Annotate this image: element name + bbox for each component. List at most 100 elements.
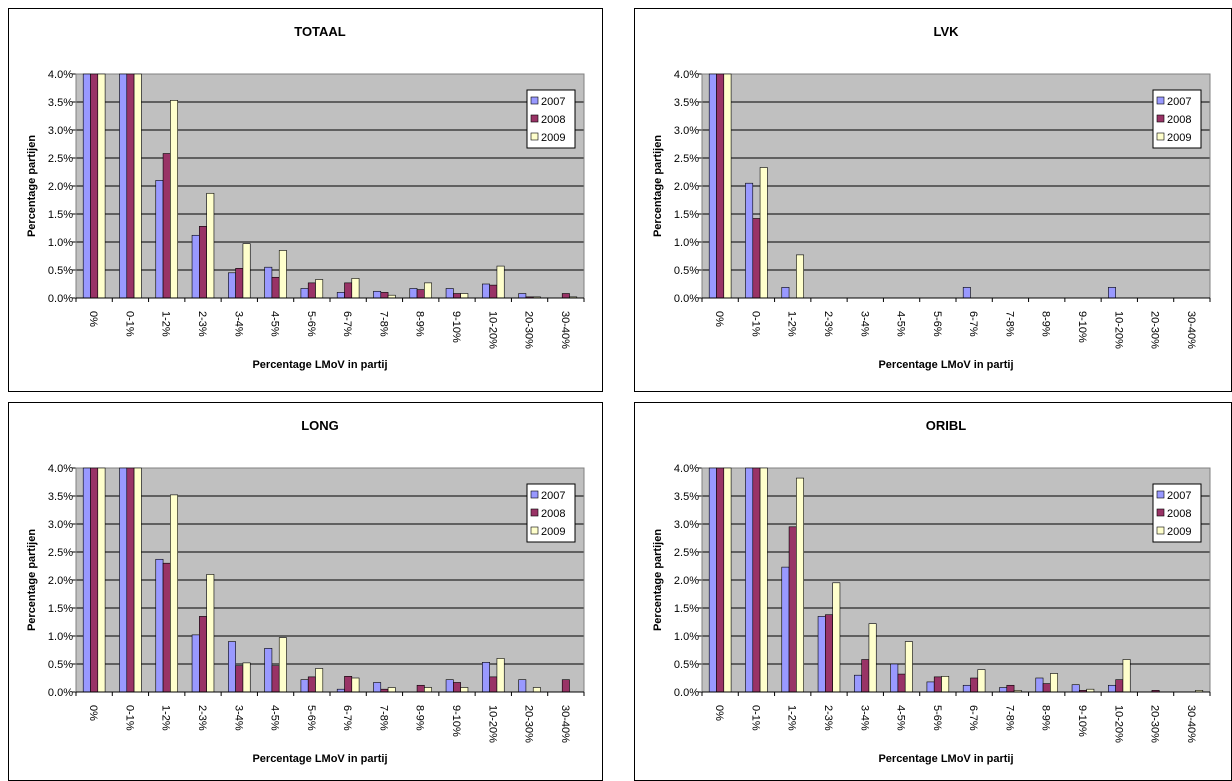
- x-tick-label: 8-9%: [1040, 311, 1052, 337]
- bar: [344, 676, 353, 693]
- y-tick-label: 4.0%: [48, 69, 73, 81]
- y-tick-label: 0.0%: [48, 293, 73, 305]
- bar: [489, 676, 498, 693]
- legend-label: 2007: [541, 96, 565, 108]
- x-tick-label: 5-6%: [931, 705, 943, 731]
- bar: [781, 566, 790, 693]
- bar: [561, 293, 570, 299]
- bar: [380, 292, 389, 299]
- chart-svg: LVK 0.0% 0.5% 1.0% 1.5% 2.0% 2.5% 3.0% 3.5% 4.0% 0…: [652, 24, 1211, 371]
- y-tick-label: 1.0%: [48, 631, 73, 643]
- bar: [752, 218, 761, 299]
- legend-label: 2007: [541, 490, 565, 502]
- x-axis-title: Percentage LMoV in partij: [878, 753, 1013, 765]
- bar: [759, 167, 768, 299]
- bar: [962, 684, 971, 693]
- bar: [1050, 673, 1058, 693]
- legend-swatch: [530, 114, 539, 123]
- bar: [781, 287, 790, 299]
- bar: [460, 293, 469, 299]
- x-tick-label: 2-3%: [822, 311, 834, 337]
- bar: [97, 467, 106, 693]
- bar: [723, 467, 732, 693]
- bar: [897, 673, 906, 693]
- y-axis-title: Percentage partijen: [26, 529, 38, 631]
- bar: [82, 467, 91, 693]
- legend-label: 2009: [541, 132, 565, 144]
- bar: [278, 637, 287, 693]
- x-tick-label: 0-1%: [749, 705, 761, 731]
- chart-panel-long: LONG 0.0% 0.5% 1.0% 1.5% 2.0% 2.5% 3.0% 3.5% 4.0%…: [8, 402, 603, 781]
- legend-label: 2009: [1167, 526, 1191, 538]
- bar: [235, 665, 244, 693]
- bar: [206, 192, 215, 299]
- legend-swatch: [530, 96, 539, 105]
- bar: [445, 679, 454, 693]
- bar: [482, 283, 490, 299]
- bar: [97, 73, 106, 299]
- bar: [868, 623, 877, 693]
- y-tick-label: 1.5%: [674, 603, 699, 615]
- y-tick-label: 3.0%: [674, 125, 699, 137]
- x-tick-label: 4-5%: [269, 705, 281, 731]
- y-tick-label: 0.5%: [48, 659, 73, 671]
- bar: [933, 676, 942, 693]
- bar: [1042, 683, 1051, 693]
- bar: [271, 665, 280, 693]
- bar: [759, 467, 768, 693]
- bar: [315, 279, 324, 299]
- x-tick-label: 3-4%: [232, 311, 244, 337]
- bar: [387, 687, 396, 693]
- y-tick-label: 3.5%: [674, 491, 699, 503]
- bar: [307, 282, 316, 299]
- y-tick-label: 2.0%: [48, 575, 73, 587]
- y-tick-label: 2.5%: [674, 153, 699, 165]
- bar: [796, 477, 804, 693]
- x-tick-label: 6-7%: [967, 311, 979, 337]
- legend-swatch: [530, 508, 539, 517]
- x-tick-label: 20-30%: [523, 311, 535, 349]
- bar: [170, 100, 178, 299]
- x-axis-title: Percentage LMoV in partij: [252, 753, 387, 765]
- y-tick-label: 4.0%: [674, 463, 699, 475]
- x-tick-label: 2-3%: [196, 705, 208, 731]
- x-tick-label: 8-9%: [1040, 705, 1052, 731]
- y-tick-label: 2.5%: [48, 153, 73, 165]
- y-tick-label: 0.5%: [48, 265, 73, 277]
- bar: [155, 558, 164, 693]
- bar: [242, 243, 251, 299]
- x-tick-label: 30-40%: [559, 705, 571, 743]
- bar: [409, 288, 418, 299]
- bar: [1108, 684, 1116, 693]
- x-tick-label: 8-9%: [414, 705, 426, 731]
- bar: [155, 180, 164, 299]
- x-tick-label: 3-4%: [858, 705, 870, 731]
- y-axis-title: Percentage partijen: [652, 135, 664, 237]
- legend-swatch: [1156, 132, 1165, 141]
- bar: [977, 669, 986, 693]
- bar: [788, 526, 797, 693]
- legend-label: 2009: [541, 526, 565, 538]
- bar: [716, 73, 725, 299]
- bar: [482, 662, 490, 693]
- bar: [351, 278, 360, 299]
- x-tick-label: 9-10%: [1076, 311, 1088, 343]
- chart-svg: LONG 0.0% 0.5% 1.0% 1.5% 2.0% 2.5% 3.0% 3.5% 4.0%…: [26, 418, 585, 765]
- y-tick-label: 1.5%: [48, 603, 73, 615]
- x-tick-label: 2-3%: [822, 705, 834, 731]
- bar: [191, 634, 200, 693]
- bar: [191, 234, 200, 299]
- bar: [723, 73, 732, 299]
- x-tick-label: 20-30%: [1149, 705, 1161, 743]
- x-tick-label: 1-2%: [160, 705, 172, 731]
- bar: [235, 268, 244, 299]
- bar: [133, 73, 142, 299]
- x-tick-label: 0-1%: [749, 311, 761, 337]
- bar: [970, 677, 979, 693]
- chart-panel-oribl: ORIBL 0.0% 0.5% 1.0% 1.5% 2.0% 2.5% 3.0% 3.5% 4.0…: [634, 402, 1232, 781]
- bar: [199, 616, 207, 693]
- bar: [424, 282, 432, 299]
- x-tick-label: 4-5%: [269, 311, 281, 337]
- x-tick-label: 10-20%: [1112, 311, 1124, 349]
- legend-label: 2008: [1167, 508, 1191, 520]
